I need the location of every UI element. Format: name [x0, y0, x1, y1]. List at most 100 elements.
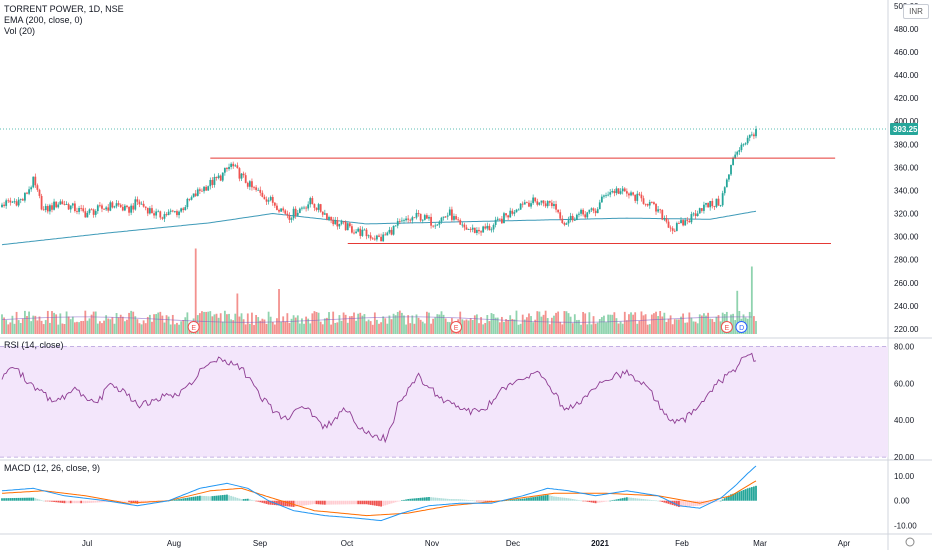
candle-body: [186, 198, 189, 208]
volume-bar: [498, 322, 501, 334]
candle-body: [640, 194, 643, 199]
macd-histogram-bar: [361, 500, 364, 505]
candle-body: [90, 209, 93, 211]
volume-bar: [653, 313, 655, 334]
candle-body: [178, 211, 180, 216]
candle-body: [642, 198, 645, 204]
macd-histogram-bar: [190, 497, 193, 501]
candle-body: [7, 200, 10, 202]
macd-histogram-bar: [257, 500, 260, 502]
candle-body: [684, 220, 687, 226]
macd-histogram-bar: [538, 496, 541, 501]
volume-bar: [717, 315, 720, 334]
candle-body: [634, 194, 637, 201]
macd-histogram-bar: [742, 489, 745, 501]
volume-bar: [65, 311, 68, 334]
volume-bar: [34, 315, 37, 334]
volume-bar: [171, 314, 174, 334]
volume-bar: [69, 319, 72, 334]
volume-bar: [273, 324, 276, 334]
volume-bar: [32, 315, 35, 334]
volume-bar: [80, 321, 83, 334]
macd-histogram-bar: [238, 498, 241, 501]
macd-axis-tick: 10.00: [894, 472, 915, 481]
time-axis-tick: Nov: [425, 539, 439, 548]
candle-body: [267, 200, 270, 202]
macd-histogram-bar: [584, 500, 587, 502]
macd-histogram-bar: [694, 500, 697, 506]
candle-body: [598, 202, 601, 210]
volume-bar: [675, 319, 678, 334]
candle-body: [623, 188, 626, 192]
macd-histogram-bar: [744, 489, 747, 501]
volume-bar: [392, 313, 395, 334]
candle-body: [86, 212, 89, 218]
candle-body: [523, 202, 526, 205]
candle-body: [438, 221, 441, 225]
candle-body: [296, 212, 299, 216]
volume-bar: [357, 313, 360, 334]
candle-body: [475, 229, 478, 233]
candle-body: [205, 186, 208, 191]
volume-bar: [317, 312, 320, 334]
volume-bar: [248, 323, 251, 334]
candle-body: [548, 201, 551, 203]
candle-body: [744, 143, 747, 145]
candle-body: [319, 204, 322, 212]
macd-histogram-bar: [663, 500, 666, 503]
volume-bar: [553, 315, 555, 334]
candle-body: [103, 208, 105, 210]
event-marker-label: E: [191, 325, 196, 332]
macd-histogram-bar: [517, 499, 520, 501]
macd-histogram-bar: [607, 500, 610, 502]
volume-bar: [257, 317, 260, 334]
candle-body: [632, 192, 635, 195]
volume-bar: [15, 311, 18, 334]
macd-histogram-bar: [40, 500, 43, 501]
candle-body: [46, 206, 49, 212]
macd-histogram-bar: [336, 500, 339, 505]
volume-bar: [142, 320, 145, 334]
macd-histogram-bar: [557, 497, 560, 501]
volume-bar: [580, 324, 582, 334]
volume-bar: [515, 310, 518, 334]
candle-body: [401, 220, 403, 222]
volume-bar: [648, 324, 651, 334]
volume-bar: [755, 321, 757, 334]
macd-histogram-bar: [371, 500, 374, 506]
candle-body: [190, 197, 193, 200]
macd-histogram-bar: [613, 499, 616, 501]
macd-histogram-bar: [473, 500, 476, 502]
macd-histogram-bar: [105, 500, 108, 502]
volume-bar: [398, 310, 401, 334]
currency-button[interactable]: INR: [903, 4, 929, 19]
candle-body: [330, 217, 332, 221]
candle-body: [403, 220, 405, 222]
candle-body: [507, 215, 510, 218]
macd-histogram-bar: [255, 500, 258, 502]
candle-body: [563, 222, 566, 225]
volume-bar: [528, 313, 530, 334]
macd-histogram-bar: [90, 500, 93, 503]
candle-body: [713, 206, 716, 207]
macd-histogram-bar: [665, 500, 668, 504]
macd-histogram-bar: [748, 487, 751, 501]
volume-bar: [94, 311, 97, 334]
candle-body: [459, 220, 462, 225]
volume-bar: [382, 316, 385, 334]
candle-body: [315, 207, 318, 210]
candle-body: [498, 218, 501, 220]
volume-bar: [226, 314, 228, 334]
candle-body: [750, 134, 753, 136]
candle-body: [536, 201, 539, 205]
volume-bar: [492, 314, 495, 334]
macd-histogram-bar: [730, 494, 732, 501]
volume-bar: [386, 323, 389, 334]
candle-body: [390, 229, 393, 235]
macd-histogram-bar: [721, 499, 724, 501]
macd-histogram-bar: [688, 500, 691, 507]
macd-histogram-bar: [44, 500, 47, 502]
macd-histogram-bar: [359, 500, 362, 505]
candle-body: [544, 203, 547, 207]
volume-bar: [49, 322, 51, 334]
